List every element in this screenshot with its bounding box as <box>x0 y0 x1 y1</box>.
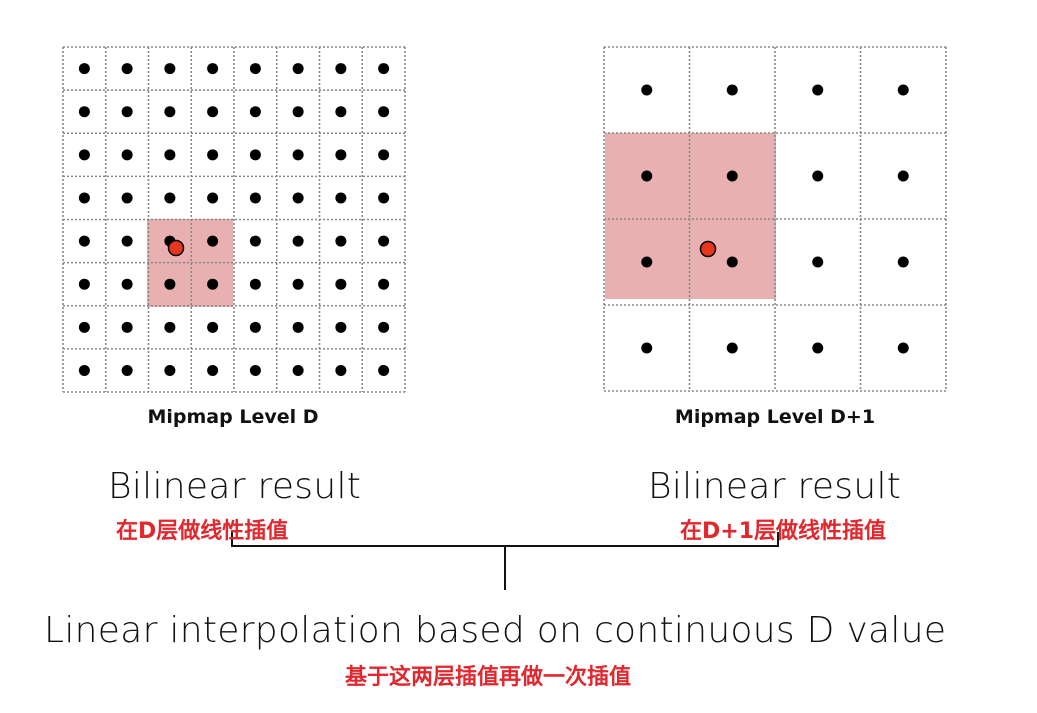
caption-level-d1: Mipmap Level D+1 <box>674 406 876 428</box>
grid-level-d <box>62 46 406 393</box>
level-d-texel-dot <box>207 63 219 75</box>
level-d1-texel-dot <box>897 256 909 268</box>
level-d-texel-dot <box>164 278 176 290</box>
level-d-texel-dot <box>164 106 176 118</box>
level-d1-texel-dot <box>641 342 653 354</box>
level-d-texel-dot <box>249 321 261 333</box>
bilinear-result-left: Bilinear result <box>108 466 362 507</box>
level-d1-texel-dot <box>812 342 824 354</box>
level-d-texel-dot <box>249 149 261 161</box>
level-d-texel-dot <box>292 235 304 247</box>
level-d-texel-dot <box>78 63 90 75</box>
level-d-texel-dot <box>78 278 90 290</box>
level-d-texel-dot <box>121 149 133 161</box>
level-d1-texel-dot <box>726 256 738 268</box>
level-d-texel-dot <box>335 278 347 290</box>
level-d1-texel-dot <box>726 170 738 182</box>
texel-dots-level-d1 <box>641 84 909 354</box>
level-d-texel-dot <box>335 149 347 161</box>
level-d-texel-dot <box>207 321 219 333</box>
level-d-texel-dot <box>121 364 133 376</box>
level-d-texel-dot <box>249 364 261 376</box>
linear-interpolation-text: Linear interpolation based on continuous… <box>44 610 947 651</box>
level-d-texel-dot <box>378 321 390 333</box>
level-d-texel-dot <box>249 278 261 290</box>
level-d-texel-dot <box>378 278 390 290</box>
level-d-texel-dot <box>207 364 219 376</box>
level-d-texel-dot <box>378 192 390 204</box>
level-d-texel-dot <box>78 364 90 376</box>
level-d-texel-dot <box>207 278 219 290</box>
level-d-texel-dot <box>164 364 176 376</box>
level-d-texel-dot <box>164 149 176 161</box>
level-d-texel-dot <box>78 321 90 333</box>
level-d-texel-dot <box>164 321 176 333</box>
level-d-texel-dot <box>78 106 90 118</box>
level-d-texel-dot <box>249 63 261 75</box>
level-d-texel-dot <box>292 149 304 161</box>
level-d-texel-dot <box>121 321 133 333</box>
level-d1-texel-dot <box>641 170 653 182</box>
interpolation-bracket <box>231 532 779 590</box>
level-d-texel-dot <box>335 235 347 247</box>
level-d1-texel-dot <box>726 84 738 96</box>
texel-dots-level-d <box>78 63 390 376</box>
level-d-texel-dot <box>207 235 219 247</box>
level-d-texel-dot <box>335 106 347 118</box>
level-d1-texel-dot <box>641 256 653 268</box>
level-d-texel-dot <box>292 321 304 333</box>
level-d1-texel-dot <box>812 256 824 268</box>
level-d-texel-dot <box>249 192 261 204</box>
highlight-level-d <box>147 219 233 307</box>
level-d1-texel-dot <box>897 84 909 96</box>
level-d1-texel-dot <box>641 84 653 96</box>
level-d1-texel-dot <box>726 342 738 354</box>
caption-level-d: Mipmap Level D <box>147 406 319 428</box>
level-d-texel-dot <box>292 278 304 290</box>
note-level-d1: 在D+1层做线性插值 <box>680 519 887 544</box>
level-d-texel-dot <box>78 149 90 161</box>
level-d-texel-dot <box>78 192 90 204</box>
sample-point-level-d1 <box>699 240 717 258</box>
grid-lines-level-d <box>62 46 406 393</box>
level-d-texel-dot <box>335 192 347 204</box>
note-bottom: 基于这两层插值再做一次插值 <box>345 665 632 690</box>
level-d-texel-dot <box>121 235 133 247</box>
level-d1-texel-dot <box>812 84 824 96</box>
level-d-texel-dot <box>292 364 304 376</box>
level-d1-texel-dot <box>897 170 909 182</box>
level-d-texel-dot <box>335 321 347 333</box>
grid-lines-level-d1 <box>603 46 947 392</box>
level-d1-texel-dot <box>812 170 824 182</box>
level-d-texel-dot <box>121 192 133 204</box>
level-d-texel-dot <box>378 235 390 247</box>
highlight-level-d1 <box>605 133 776 299</box>
level-d-texel-dot <box>378 364 390 376</box>
sample-point-level-d <box>167 239 185 257</box>
level-d-texel-dot <box>335 364 347 376</box>
note-level-d: 在D层做线性插值 <box>116 519 289 544</box>
level-d-texel-dot <box>78 235 90 247</box>
bilinear-result-right: Bilinear result <box>648 466 902 507</box>
level-d-texel-dot <box>378 63 390 75</box>
level-d-texel-dot <box>292 63 304 75</box>
level-d-texel-dot <box>249 235 261 247</box>
level-d-texel-dot <box>164 63 176 75</box>
level-d-texel-dot <box>292 106 304 118</box>
grid-level-d1 <box>603 46 947 392</box>
level-d-texel-dot <box>207 192 219 204</box>
level-d-texel-dot <box>378 106 390 118</box>
level-d-texel-dot <box>164 192 176 204</box>
level-d-texel-dot <box>207 149 219 161</box>
level-d-texel-dot <box>249 106 261 118</box>
level-d-texel-dot <box>292 192 304 204</box>
level-d-texel-dot <box>121 106 133 118</box>
level-d-texel-dot <box>121 63 133 75</box>
level-d1-texel-dot <box>897 342 909 354</box>
level-d-texel-dot <box>207 106 219 118</box>
level-d-texel-dot <box>121 278 133 290</box>
level-d-texel-dot <box>378 149 390 161</box>
level-d-texel-dot <box>335 63 347 75</box>
